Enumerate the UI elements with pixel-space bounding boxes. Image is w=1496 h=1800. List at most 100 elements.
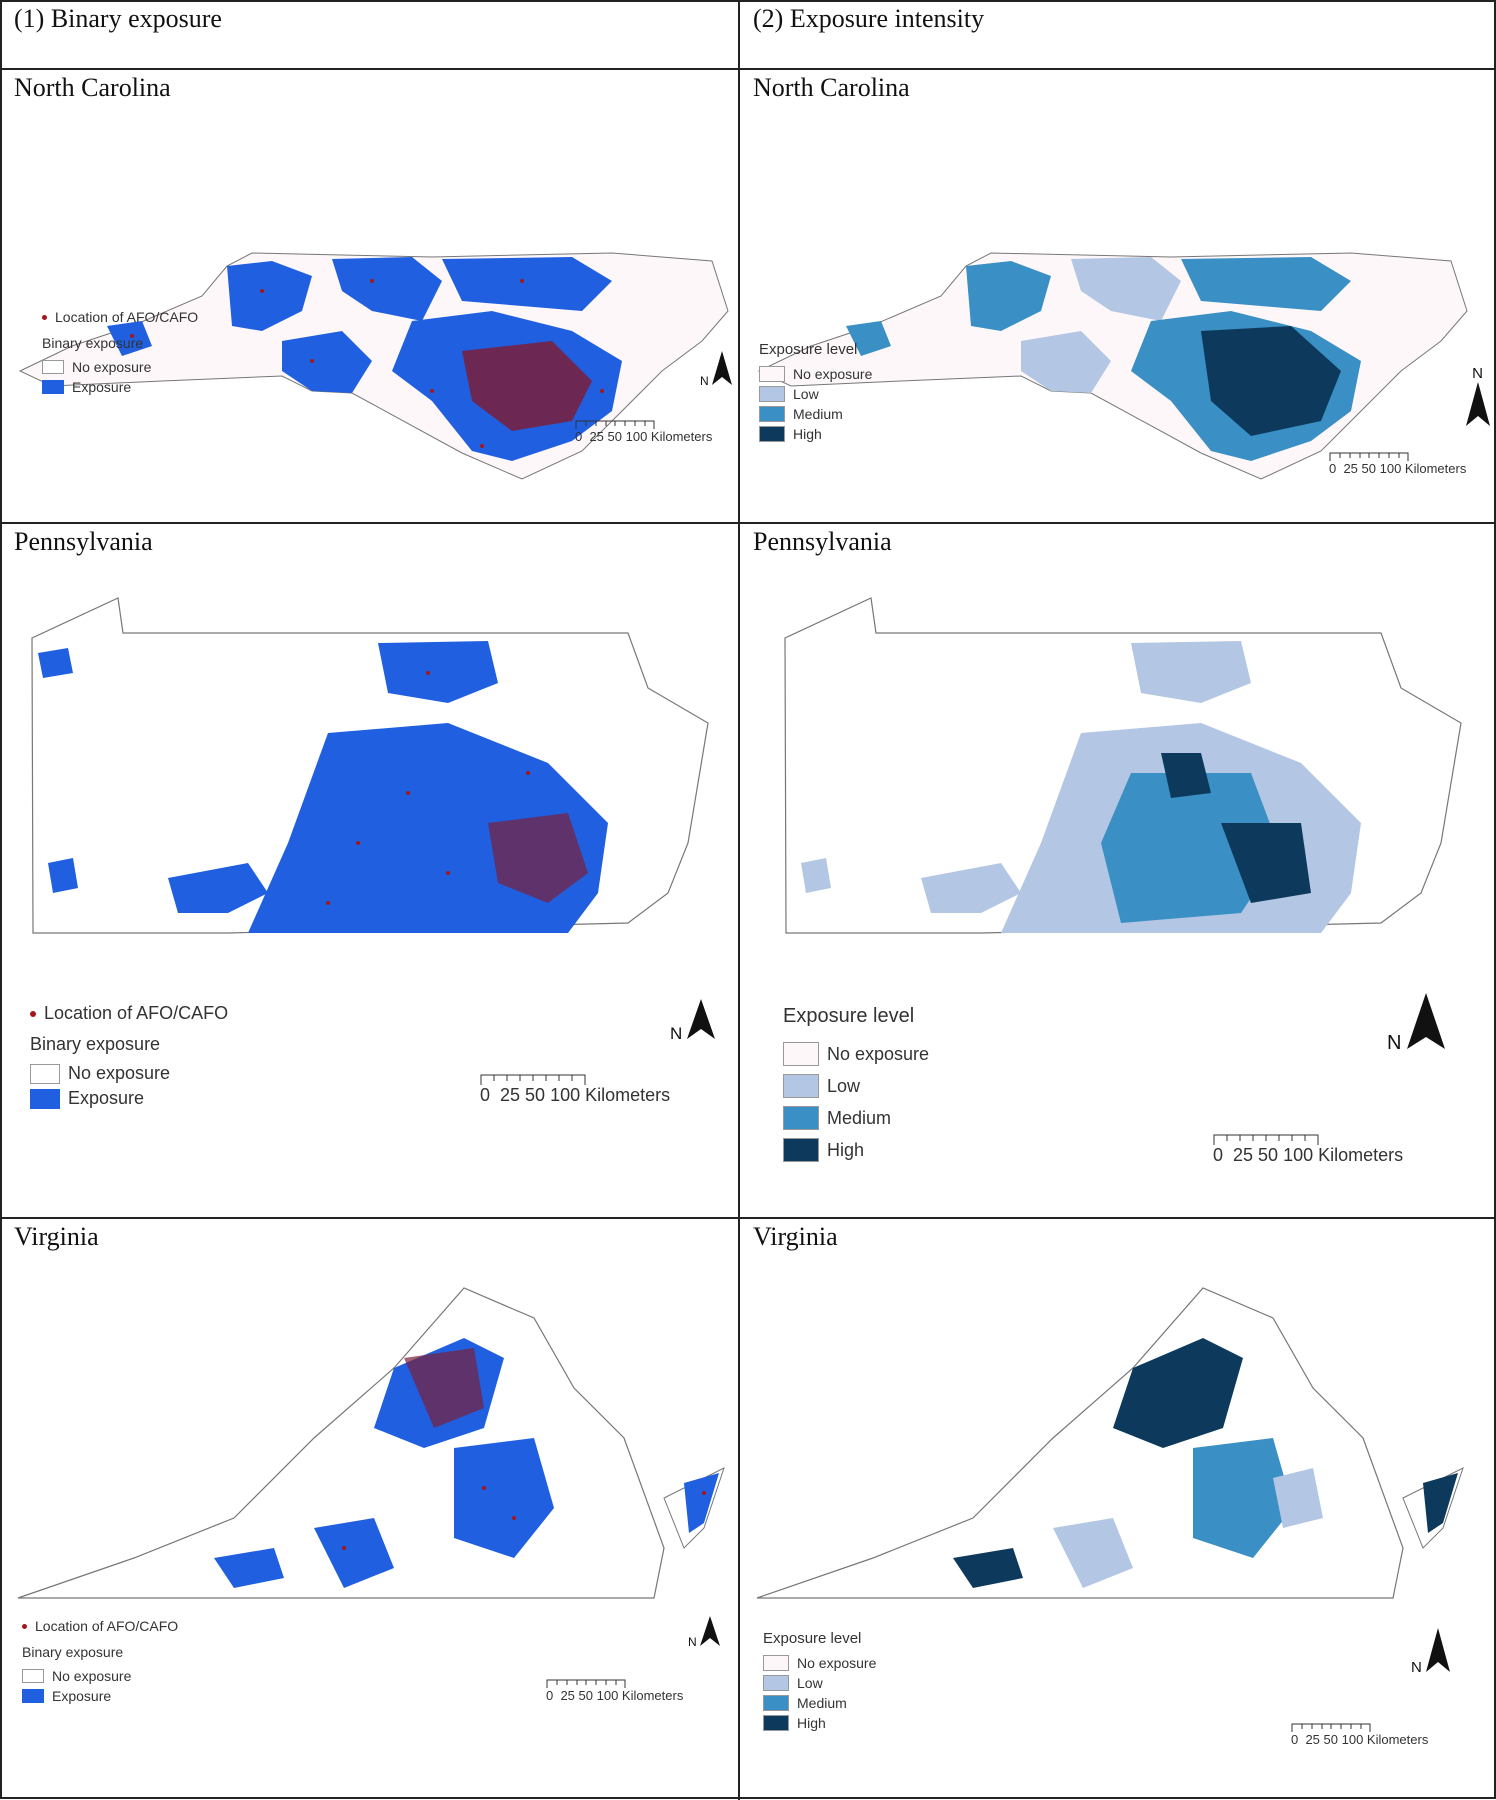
- scale-unit: 100 Kilometers: [1283, 1145, 1404, 1165]
- nc-exposure-region: [227, 261, 312, 331]
- nc-exposure-region: [107, 321, 152, 356]
- scale-bar-icon: [575, 420, 655, 429]
- scale-bar-icon: [1329, 452, 1409, 461]
- no-exposure-swatch: [783, 1042, 819, 1066]
- legend-high-label: High: [793, 426, 822, 442]
- high-swatch: [763, 1715, 789, 1731]
- legend-afo-label: Location of AFO/CAFO: [55, 309, 199, 325]
- va-afo-cluster: [404, 1348, 484, 1428]
- exposure-swatch: [30, 1088, 60, 1109]
- va-intensity-panel: Virginia Exposure level No exposure Low …: [739, 1218, 1496, 1800]
- va-intensity-scale-bar: 0 25 50 100 Kilometers: [1291, 1722, 1428, 1747]
- state-label-pa-binary: Pennsylvania: [14, 527, 153, 556]
- nc-medium-region: [846, 321, 891, 356]
- va-low-region: [1273, 1468, 1323, 1528]
- va-medium-region: [1193, 1438, 1293, 1558]
- pa-low-region: [921, 863, 1021, 913]
- north-arrow-icon: [1407, 993, 1446, 1049]
- legend-low-label: Low: [797, 1675, 823, 1691]
- nc-binary-legend: Location of AFO/CAFO Binary exposure No …: [42, 309, 198, 399]
- pa-binary-map: [31, 597, 709, 934]
- legend-no-exposure-label: No exposure: [72, 359, 152, 375]
- nc-exposure-region: [442, 257, 612, 311]
- legend-exposure-label: Exposure: [72, 379, 132, 395]
- legend-row-high: High: [759, 426, 872, 442]
- pa-intensity-legend: Exposure level No exposure Low Medium Hi…: [783, 1005, 929, 1170]
- scale-ticks: 0 25 50: [546, 1688, 593, 1703]
- legend-row-no-exposure: No exposure: [22, 1668, 178, 1684]
- va-exposure-region: [214, 1548, 284, 1588]
- medium-swatch: [759, 406, 785, 422]
- legend-exposure-label: Exposure: [68, 1088, 145, 1108]
- north-label: N: [670, 1024, 683, 1043]
- exposure-swatch: [22, 1689, 44, 1703]
- no-exposure-swatch: [22, 1669, 44, 1683]
- pa-afo-cluster: [488, 813, 588, 903]
- legend-row-exposure: Exposure: [22, 1688, 178, 1704]
- legend-low-label: Low: [793, 386, 819, 402]
- legend-medium-label: Medium: [827, 1107, 892, 1128]
- legend-afo-label: Location of AFO/CAFO: [44, 1003, 229, 1023]
- state-label-nc-binary: North Carolina: [14, 73, 171, 102]
- pa-exposure-region: [378, 641, 498, 703]
- legend-no-exposure-label: No exposure: [797, 1655, 877, 1671]
- nc-medium-region: [1181, 257, 1351, 311]
- legend-row-medium: Medium: [783, 1106, 929, 1130]
- low-swatch: [763, 1675, 789, 1691]
- legend-no-exposure-label: No exposure: [827, 1043, 930, 1064]
- legend-row-no-exposure: No exposure: [30, 1063, 228, 1084]
- state-label-va-intensity: Virginia: [753, 1222, 838, 1251]
- scale-bar-icon: [1213, 1134, 1319, 1145]
- pa-binary-legend: Location of AFO/CAFO Binary exposure No …: [30, 1003, 228, 1113]
- north-arrow-icon: [1426, 1628, 1451, 1672]
- afo-dot-icon: [22, 1623, 27, 1629]
- legend-row-low: Low: [783, 1074, 929, 1098]
- legend-row-no-exposure: No exposure: [42, 359, 198, 375]
- va-exposure-region: [314, 1518, 394, 1588]
- legend-row-low: Low: [763, 1675, 876, 1691]
- scale-unit: 100 Kilometers: [1379, 461, 1467, 476]
- legend-row-afo: Location of AFO/CAFO: [30, 1003, 228, 1024]
- scale-ticks: 0 25 50: [480, 1085, 546, 1105]
- pa-intensity-north-arrow: N: [1387, 993, 1446, 1055]
- pa-binary-panel: Pennsylvania Location of AFO/CAFO Binary…: [0, 523, 739, 1218]
- afo-dot-icon: [30, 1010, 36, 1017]
- scale-ticks: 0 25 50: [575, 429, 622, 444]
- north-label: N: [688, 1635, 697, 1649]
- nc-exposure-region: [332, 257, 442, 321]
- legend-medium-label: Medium: [797, 1695, 847, 1711]
- va-exposure-region: [454, 1438, 554, 1558]
- nc-low-region: [1071, 257, 1181, 321]
- state-label-nc-intensity: North Carolina: [753, 73, 910, 102]
- va-high-region: [953, 1548, 1023, 1588]
- header-cell-intensity: (2) Exposure intensity: [739, 0, 1496, 69]
- legend-title: Binary exposure: [30, 1034, 161, 1054]
- legend-row-afo: Location of AFO/CAFO: [42, 309, 198, 325]
- north-label: N: [1472, 365, 1483, 382]
- nc-intensity-north-arrow: N: [1459, 365, 1496, 430]
- va-binary-legend: Location of AFO/CAFO Binary exposure No …: [22, 1618, 178, 1708]
- scale-unit: 100 Kilometers: [625, 429, 713, 444]
- nc-medium-region: [966, 261, 1051, 331]
- va-intensity-legend: Exposure level No exposure Low Medium Hi…: [763, 1630, 876, 1735]
- legend-title: Exposure level: [783, 1005, 915, 1027]
- pa-exposure-region: [38, 648, 73, 678]
- medium-swatch: [783, 1106, 819, 1130]
- north-arrow-icon: [712, 351, 733, 385]
- legend-title: Binary exposure: [22, 1644, 124, 1660]
- medium-swatch: [763, 1695, 789, 1711]
- nc-afo-cluster: [462, 341, 592, 431]
- legend-afo-label: Location of AFO/CAFO: [35, 1618, 179, 1634]
- va-high-region: [1423, 1473, 1458, 1533]
- scale-unit: 100 Kilometers: [550, 1085, 671, 1105]
- scale-bar-icon: [546, 1679, 626, 1688]
- scale-ticks: 0 25 50: [1329, 461, 1376, 476]
- no-exposure-swatch: [759, 366, 785, 382]
- legend-low-label: Low: [827, 1075, 861, 1096]
- nc-high-region: [1201, 326, 1341, 436]
- low-swatch: [783, 1074, 819, 1098]
- pa-intensity-panel: Pennsylvania Exposure level No exposure …: [739, 523, 1496, 1218]
- va-binary-map: [17, 1287, 725, 1599]
- column-header-intensity: (2) Exposure intensity: [753, 4, 985, 33]
